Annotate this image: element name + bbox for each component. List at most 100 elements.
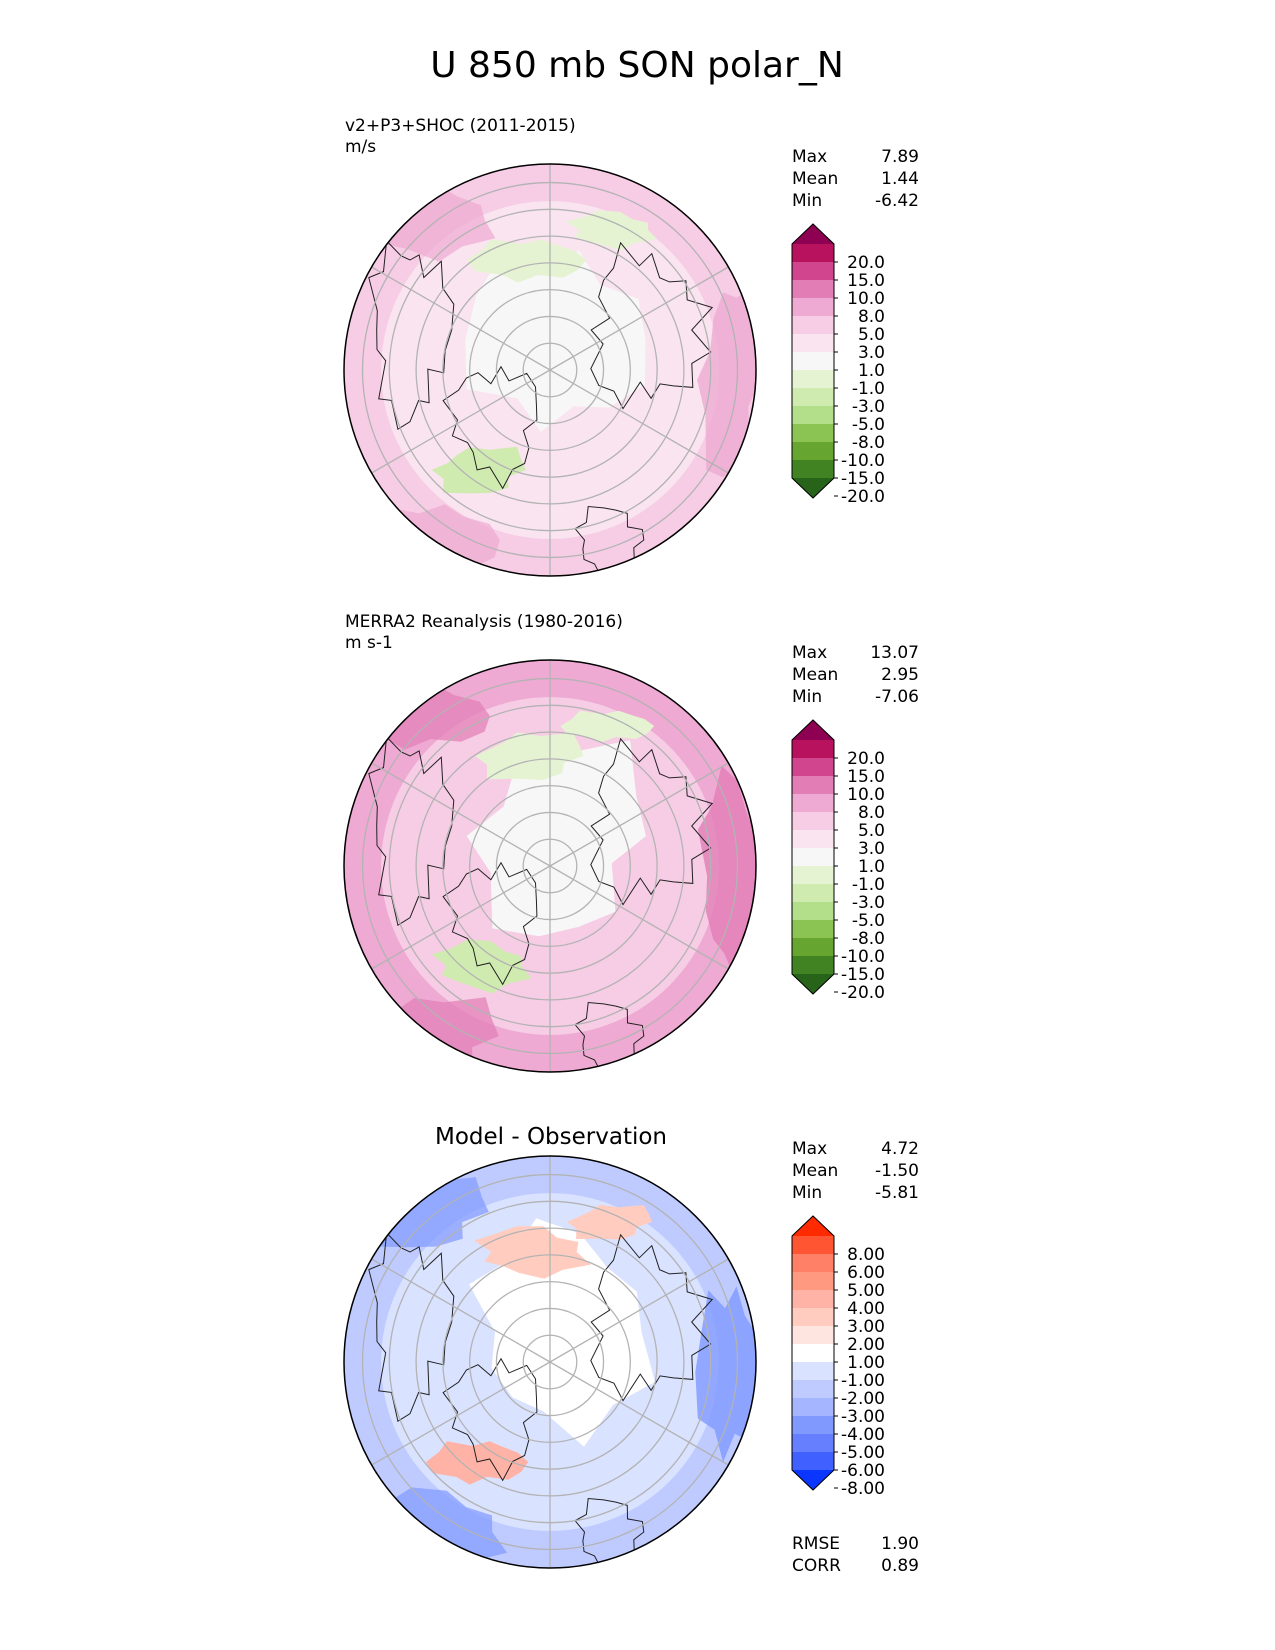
colorbar-segment xyxy=(792,776,834,794)
colorbar-segment xyxy=(792,794,834,812)
meridian-gridline xyxy=(371,369,551,474)
colorbar-segment xyxy=(792,244,834,262)
stats-block: Max 13.07 Mean 2.95 Min -7.06 xyxy=(792,643,919,707)
stat-max-label: Max xyxy=(792,147,827,167)
panel-units: m/s xyxy=(345,137,376,157)
colorbar-segment xyxy=(792,460,834,478)
colorbar-tick-label: -15.0 xyxy=(841,965,885,985)
stat-max-label: Max xyxy=(792,643,827,663)
colorbar-segment xyxy=(792,1254,834,1272)
coastline-eurasia xyxy=(590,241,714,410)
colorbar-tick-label: -3.0 xyxy=(852,397,885,417)
colorbar-tick-label: 3.0 xyxy=(858,343,885,363)
colorbar-segment xyxy=(792,938,834,956)
colorbar-tick-label: 5.0 xyxy=(858,325,885,345)
colorbar-segment xyxy=(792,1272,834,1290)
coastline-greenland xyxy=(442,365,538,490)
stat-min-value: -6.42 xyxy=(875,191,919,211)
colorbar-tick-label: -3.00 xyxy=(841,1407,885,1427)
stat-mean-label: Mean xyxy=(792,169,838,189)
colorbar: 8.006.005.004.003.002.001.00-1.00-2.00-3… xyxy=(791,1215,885,1499)
colorbar-tick-label: -1.0 xyxy=(852,875,885,895)
stat-max-value: 4.72 xyxy=(881,1139,919,1159)
stat-min-value: -5.81 xyxy=(875,1183,919,1203)
colorbar-segment xyxy=(792,370,834,388)
colorbar-tick-label: -8.0 xyxy=(852,433,885,453)
field-anomaly-c xyxy=(475,732,584,781)
colorbar-tick-label: -4.00 xyxy=(841,1425,885,1445)
meridian-gridline xyxy=(371,762,551,867)
meridian-gridline xyxy=(549,1258,729,1363)
panel-center-title: Model - Observation xyxy=(435,1124,667,1150)
colorbar-tick-label: 8.0 xyxy=(858,307,885,327)
field-edge-east xyxy=(695,1286,756,1463)
coastline-america xyxy=(368,239,455,430)
field-anomaly-a xyxy=(431,446,526,494)
colorbar-segment xyxy=(792,1236,834,1254)
colorbar-segment xyxy=(792,866,834,884)
colorbar-tick-label: -1.0 xyxy=(852,379,885,399)
colorbar-tick-label: 6.00 xyxy=(847,1263,885,1283)
field-anomaly-a xyxy=(431,939,532,994)
coastline-america xyxy=(368,1231,455,1422)
colorbar-extend-min xyxy=(792,974,834,994)
colorbar-segment xyxy=(792,388,834,406)
corr-label: CORR xyxy=(792,1556,841,1576)
colorbar-segment xyxy=(792,812,834,830)
coastline-greenland xyxy=(442,1357,538,1482)
colorbar-tick-label: 4.00 xyxy=(847,1299,885,1319)
stat-min-label: Min xyxy=(792,1183,822,1203)
panel-title: MERRA2 Reanalysis (1980-2016) xyxy=(345,612,623,632)
field-edge-east xyxy=(697,286,756,478)
colorbar: 20.015.010.08.05.03.01.0-1.0-3.0-5.0-8.0… xyxy=(791,223,885,507)
stat-max-value: 7.89 xyxy=(881,147,919,167)
colorbar-tick-label: 1.0 xyxy=(858,361,885,381)
field-anomaly-b xyxy=(566,1204,652,1240)
colorbar-segment xyxy=(792,884,834,902)
meridian-gridline xyxy=(371,865,551,970)
rmse-corr-block: RMSE 1.90 CORR 0.89 xyxy=(792,1534,919,1576)
stat-mean-value: -1.50 xyxy=(875,1161,919,1181)
colorbar-segment xyxy=(792,262,834,280)
colorbar-tick-label: 15.0 xyxy=(847,767,885,787)
colorbar-tick-label: 8.00 xyxy=(847,1245,885,1265)
colorbar-segment xyxy=(792,352,834,370)
stat-min-label: Min xyxy=(792,687,822,707)
colorbar-tick-label: 1.0 xyxy=(858,857,885,877)
colorbar-tick-label: 10.0 xyxy=(847,785,885,805)
field-anomaly-c xyxy=(466,239,587,283)
colorbar-segment xyxy=(792,830,834,848)
colorbar-tick-label: -20.0 xyxy=(841,983,885,1003)
panel-model: v2+P3+SHOC (2011-2015) m/s Max 7.89 Mean… xyxy=(343,116,919,577)
stat-min-label: Min xyxy=(792,191,822,211)
colorbar-segment xyxy=(792,1434,834,1452)
meridian-gridline xyxy=(371,1361,551,1466)
coastline-eurasia xyxy=(590,1233,714,1402)
colorbar-segment xyxy=(792,1290,834,1308)
meridian-gridline xyxy=(549,1361,729,1466)
colorbar-segment xyxy=(792,848,834,866)
colorbar-segment xyxy=(792,334,834,352)
colorbar-segment xyxy=(792,1362,834,1380)
colorbar-extend-min xyxy=(792,1470,834,1490)
field-core xyxy=(466,740,646,937)
colorbar-segment xyxy=(792,1416,834,1434)
colorbar-tick-label: -1.00 xyxy=(841,1371,885,1391)
colorbar-tick-label: 5.0 xyxy=(858,821,885,841)
colorbar-extend-max xyxy=(792,1216,834,1236)
colorbar-segment xyxy=(792,298,834,316)
colorbar-tick-label: 3.00 xyxy=(847,1317,885,1337)
rmse-label: RMSE xyxy=(792,1534,840,1554)
colorbar-tick-label: 20.0 xyxy=(847,749,885,769)
colorbar-segment xyxy=(792,442,834,460)
colorbar-segment xyxy=(792,1398,834,1416)
colorbar-segment xyxy=(792,920,834,938)
colorbar-tick-label: -20.0 xyxy=(841,487,885,507)
colorbar-segment xyxy=(792,424,834,442)
map-border xyxy=(343,163,757,577)
field-anomaly-b xyxy=(560,710,655,743)
coastline-greenland xyxy=(442,861,538,986)
colorbar-segment xyxy=(792,1308,834,1326)
meridian-gridline xyxy=(549,762,729,867)
